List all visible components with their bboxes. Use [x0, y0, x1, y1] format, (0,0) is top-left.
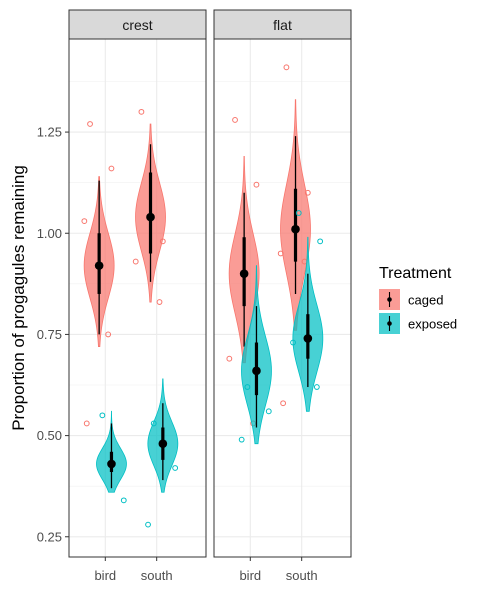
data-point: [150, 420, 157, 427]
mean-point-south-caged: [291, 224, 300, 234]
x-tick-label-bird: bird: [239, 568, 261, 583]
x-tick-label-south: south: [141, 568, 173, 583]
data-point: [99, 412, 106, 419]
mean-point-south-exposed: [158, 439, 168, 448]
data-point: [81, 218, 88, 225]
x-tick-label-bird: bird: [94, 568, 116, 583]
data-point: [83, 420, 90, 427]
data-point: [244, 384, 251, 390]
legend-key-point: [387, 297, 392, 302]
data-point: [105, 331, 112, 338]
y-tick-label: 0.25: [37, 529, 62, 544]
strip-label-crest: crest: [122, 17, 152, 33]
panel-crest: crest: [68, 9, 207, 558]
y-tick-label: 1.25: [37, 125, 62, 140]
legend-label-exposed: exposed: [408, 317, 457, 332]
data-point: [280, 400, 287, 407]
data-point: [145, 521, 151, 528]
strip-label-flat: flat: [273, 17, 292, 33]
data-point: [232, 117, 238, 123]
mean-point-south-exposed: [303, 334, 313, 343]
data-point: [87, 121, 93, 127]
violin-marks-crest: [81, 108, 179, 528]
data-point: [172, 465, 179, 471]
data-point: [226, 355, 233, 362]
legend: Treatment caged exposed: [379, 265, 457, 334]
data-point: [295, 210, 302, 216]
mean-point-bird-caged: [239, 269, 249, 279]
data-point: [159, 238, 166, 245]
data-point: [277, 250, 284, 257]
panel-flat: flat: [213, 9, 352, 558]
data-point: [290, 339, 296, 346]
data-point: [108, 165, 115, 172]
data-point: [156, 299, 163, 305]
y-tick-label: 0.50: [37, 428, 62, 443]
data-point: [265, 408, 272, 415]
gridlines-crest: [69, 39, 206, 557]
y-tick-label: 0.75: [37, 327, 62, 342]
mean-point-bird-exposed: [252, 366, 261, 376]
x-axis: bird south bird south: [94, 557, 318, 583]
data-point: [132, 258, 139, 265]
data-point: [304, 189, 311, 196]
mean-point-bird-caged: [94, 261, 104, 270]
data-point: [120, 497, 127, 504]
y-axis: 0.25 0.50 0.75 1.00 1.25: [37, 125, 69, 544]
data-point: [313, 384, 320, 390]
panel-border-flat: [213, 38, 352, 558]
violin-marks-flat: [226, 64, 324, 445]
data-point: [238, 436, 245, 443]
strip-background-crest: [68, 9, 207, 40]
strip-background-flat: [213, 9, 352, 40]
y-tick-label: 1.00: [37, 226, 62, 241]
x-tick-label-south: south: [286, 568, 318, 583]
mean-point-bird-exposed: [107, 459, 116, 469]
mean-point-south-caged: [146, 212, 155, 222]
data-point: [253, 181, 260, 188]
legend-label-caged: caged: [408, 293, 443, 308]
y-axis-title: Proportion of progagules remaining: [9, 165, 28, 431]
legend-key-exposed: [379, 313, 400, 334]
legend-key-caged: [379, 289, 400, 310]
data-point: [138, 108, 145, 115]
data-point: [283, 64, 290, 71]
legend-title: Treatment: [379, 265, 452, 282]
panel-border-crest: [68, 38, 207, 558]
legend-key-point: [387, 321, 392, 326]
data-point: [317, 238, 324, 245]
